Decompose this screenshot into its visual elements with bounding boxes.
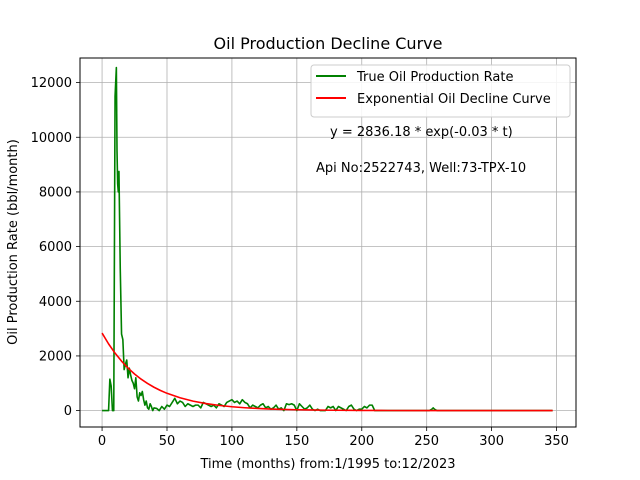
x-axis: 0 50 100 150 200 250 300 350 bbox=[98, 427, 569, 449]
plot-lines bbox=[101, 66, 553, 412]
y-axis-title: Oil Production Rate (bbl/month) bbox=[6, 139, 21, 345]
legend-box bbox=[310, 64, 571, 118]
y-tick-label: 10000 bbox=[31, 131, 72, 146]
y-tick-label: 8000 bbox=[39, 185, 72, 200]
x-tick-label: 200 bbox=[349, 434, 374, 449]
x-tick-label: 50 bbox=[159, 434, 176, 449]
y-tick-label: 6000 bbox=[39, 240, 72, 255]
x-tick-label: 0 bbox=[98, 434, 106, 449]
y-tick-label: 12000 bbox=[31, 76, 72, 91]
series-exponential-decline-curve bbox=[101, 332, 553, 412]
x-axis-title: Time (months) from:1/1995 to:12/2023 bbox=[199, 457, 455, 472]
chart-title: Oil Production Decline Curve bbox=[214, 34, 443, 53]
x-tick-label: 300 bbox=[479, 434, 504, 449]
y-axis: 0 2000 4000 6000 8000 10000 12000 bbox=[31, 76, 80, 419]
series-true-oil-production-rate bbox=[102, 66, 553, 412]
legend: True Oil Production Rate Exponential Oil… bbox=[310, 64, 571, 118]
gridlines bbox=[80, 58, 576, 427]
x-tick-label: 150 bbox=[284, 434, 309, 449]
plot-frame bbox=[79, 57, 577, 428]
y-tick-label: 4000 bbox=[39, 295, 72, 310]
legend-label-decline-curve: Exponential Oil Decline Curve bbox=[357, 92, 551, 107]
equation-annotation: y = 2836.18 * exp(-0.03 * t) bbox=[330, 125, 513, 140]
y-tick-label: 2000 bbox=[39, 349, 72, 364]
y-tick-label: 0 bbox=[64, 404, 72, 419]
legend-label-true-rate: True Oil Production Rate bbox=[356, 70, 513, 85]
x-tick-label: 100 bbox=[220, 434, 245, 449]
x-tick-label: 350 bbox=[544, 434, 569, 449]
x-tick-label: 250 bbox=[414, 434, 439, 449]
well-annotation: Api No:2522743, Well:73-TPX-10 bbox=[316, 161, 526, 176]
